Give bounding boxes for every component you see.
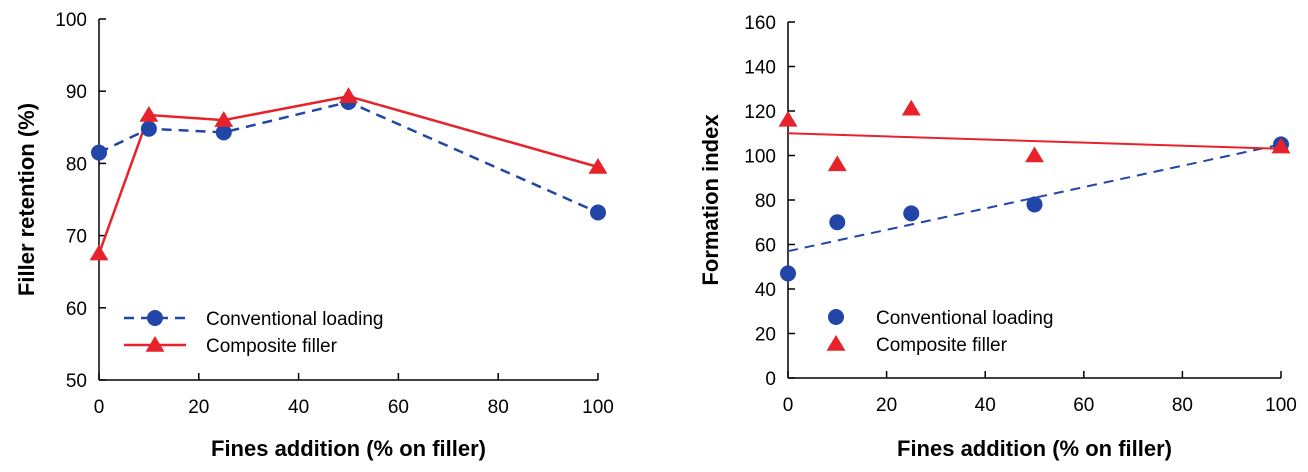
legend-marker-0 (147, 310, 163, 326)
y-axis-label: Formation index (698, 114, 723, 286)
data-point-0-2 (903, 205, 920, 222)
legend-marker-1 (826, 335, 846, 351)
y-tick-label: 80 (755, 191, 776, 212)
filler-retention-series (89, 87, 608, 261)
x-axis-label: Fines addition (% on filler) (211, 436, 486, 461)
formation-index-axes: 0 20 40 60 80 100 120 140 160 0 20 40 60 80 100 (744, 13, 1297, 416)
y-tick-label: 70 (66, 227, 87, 248)
filler-retention-legend: Conventional loading Composite filler (124, 309, 383, 357)
y-tick-label: 60 (66, 299, 87, 320)
data-point-1-3 (1025, 146, 1044, 163)
data-point-0-1 (829, 214, 846, 231)
series-line-1 (97, 94, 599, 255)
x-tick-label: 60 (388, 397, 409, 418)
x-tick-label: 100 (582, 397, 614, 418)
y-tick-label: 40 (755, 280, 776, 301)
data-point-0-3 (1026, 196, 1043, 213)
data-point-1-0 (778, 110, 798, 127)
x-tick-label: 20 (876, 395, 897, 416)
y-tick-label: 90 (66, 82, 87, 103)
formation-index-chart: 0 20 40 60 80 100 120 140 160 0 20 40 60 80 100 Conven… (698, 13, 1297, 461)
x-tick-label: 80 (488, 397, 509, 418)
x-tick-label: 40 (288, 397, 309, 418)
legend-label-conventional: Conventional loading (876, 308, 1053, 329)
legend-label-composite: Composite filler (206, 336, 338, 357)
legend-label-composite: Composite filler (876, 335, 1008, 356)
y-tick-label: 100 (55, 10, 87, 31)
y-tick-label: 100 (744, 147, 776, 168)
data-point-0-0 (780, 265, 796, 282)
legend-marker-1 (145, 336, 165, 352)
formation-index-series (778, 99, 1291, 282)
data-point-1-1 (139, 106, 159, 122)
x-tick-label: 0 (783, 395, 794, 416)
data-point-0-2 (215, 124, 232, 141)
legend-label-conventional: Conventional loading (206, 309, 383, 330)
trendline-1 (787, 132, 1282, 150)
y-tick-label: 140 (744, 58, 776, 79)
filler-retention-chart: 50 60 70 80 90 100 0 20 40 60 80 100 Conventional l… (14, 10, 614, 461)
x-tick-label: 0 (94, 397, 105, 418)
legend-marker-0 (828, 309, 844, 325)
data-point-0-1 (140, 120, 157, 137)
x-tick-label: 100 (1265, 395, 1297, 416)
data-point-1-3 (339, 87, 358, 104)
filler-retention-axes: 50 60 70 80 90 100 0 20 40 60 80 100 (55, 10, 614, 418)
data-point-0-4 (590, 204, 606, 221)
y-axis-label: Filler retention (%) (14, 103, 39, 296)
y-tick-label: 50 (66, 371, 87, 392)
y-tick-label: 0 (765, 369, 776, 390)
y-tick-label: 60 (755, 236, 776, 257)
y-tick-label: 20 (755, 325, 776, 346)
y-tick-label: 120 (744, 102, 776, 123)
y-tick-label: 160 (744, 13, 776, 34)
formation-index-legend: Conventional loading Composite filler (826, 308, 1053, 356)
x-tick-label: 20 (188, 397, 209, 418)
x-tick-label: 40 (975, 395, 996, 416)
data-point-1-4 (1271, 137, 1291, 154)
data-point-1-2 (901, 99, 921, 116)
data-point-1-0 (89, 244, 109, 261)
data-point-0-0 (91, 144, 107, 161)
data-point-1-4 (588, 158, 608, 174)
x-tick-label: 80 (1172, 395, 1193, 416)
data-point-1-1 (827, 155, 847, 172)
series-line-0 (98, 100, 599, 214)
x-tick-label: 60 (1073, 395, 1094, 416)
y-tick-label: 80 (66, 154, 87, 175)
data-point-1-2 (214, 111, 234, 127)
x-axis-label: Fines addition (% on filler) (897, 436, 1172, 461)
